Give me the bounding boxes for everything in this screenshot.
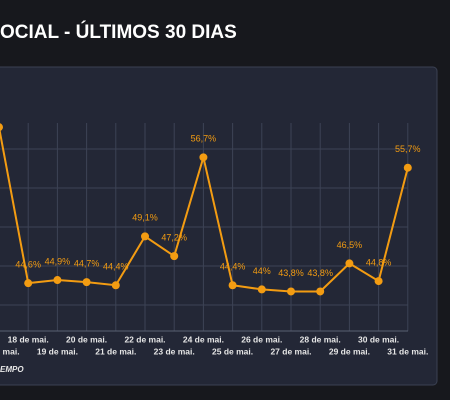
data-label: 55,7% bbox=[395, 144, 421, 154]
x-tick-label: 23 de mai. bbox=[154, 346, 195, 356]
data-point bbox=[24, 279, 33, 288]
data-label: 44% bbox=[253, 266, 271, 276]
data-label: 44,4% bbox=[220, 262, 246, 272]
x-tick-label: 24 de mai. bbox=[183, 334, 224, 344]
data-label: 56,7% bbox=[191, 134, 217, 144]
data-label: 44,8% bbox=[366, 257, 392, 267]
data-point bbox=[316, 287, 325, 296]
data-point bbox=[170, 252, 179, 261]
x-tick-label: 27 de mai. bbox=[270, 346, 311, 356]
data-label: 43,8% bbox=[278, 268, 304, 278]
data-point bbox=[345, 259, 354, 268]
data-label: 49,1% bbox=[132, 213, 158, 223]
data-label: 44,4% bbox=[103, 262, 129, 272]
x-tick-label: 31 de mai. bbox=[387, 346, 428, 356]
x-tick-label: 17 de mai. bbox=[0, 346, 20, 356]
data-point bbox=[111, 281, 120, 290]
x-tick-label: 21 de mai. bbox=[95, 346, 136, 356]
data-label: 44,6% bbox=[15, 260, 41, 270]
data-point bbox=[403, 163, 412, 172]
x-tick-label: 26 de mai. bbox=[241, 334, 282, 344]
data-point bbox=[199, 153, 208, 162]
data-point bbox=[53, 276, 62, 285]
data-point bbox=[374, 277, 383, 286]
data-point bbox=[257, 285, 266, 294]
x-axis-label: EMPO bbox=[0, 365, 24, 374]
data-point bbox=[82, 278, 91, 287]
x-tick-label: 28 de mai. bbox=[300, 334, 341, 344]
data-label: 44,7% bbox=[74, 258, 100, 268]
data-label: 44,9% bbox=[45, 256, 71, 266]
x-tick-label: 22 de mai. bbox=[124, 334, 165, 344]
x-tick-label: 19 de mai. bbox=[37, 346, 78, 356]
chart-title: OCIAL - ÚLTIMOS 30 DIAS bbox=[0, 21, 237, 43]
x-tick-label: 18 de mai. bbox=[8, 334, 49, 344]
x-tick-label: 30 de mai. bbox=[358, 334, 399, 344]
data-point bbox=[0, 123, 3, 132]
data-point bbox=[287, 287, 295, 296]
data-label: 46,5% bbox=[337, 240, 363, 250]
data-point bbox=[141, 232, 149, 241]
x-tick-label: 29 de mai. bbox=[329, 346, 370, 356]
x-tick-label: 20 de mai. bbox=[66, 334, 107, 344]
data-point bbox=[228, 281, 237, 290]
data-label: 43,8% bbox=[307, 268, 333, 278]
x-tick-label: 25 de mai. bbox=[212, 346, 253, 356]
data-label: 47,2% bbox=[161, 232, 187, 242]
